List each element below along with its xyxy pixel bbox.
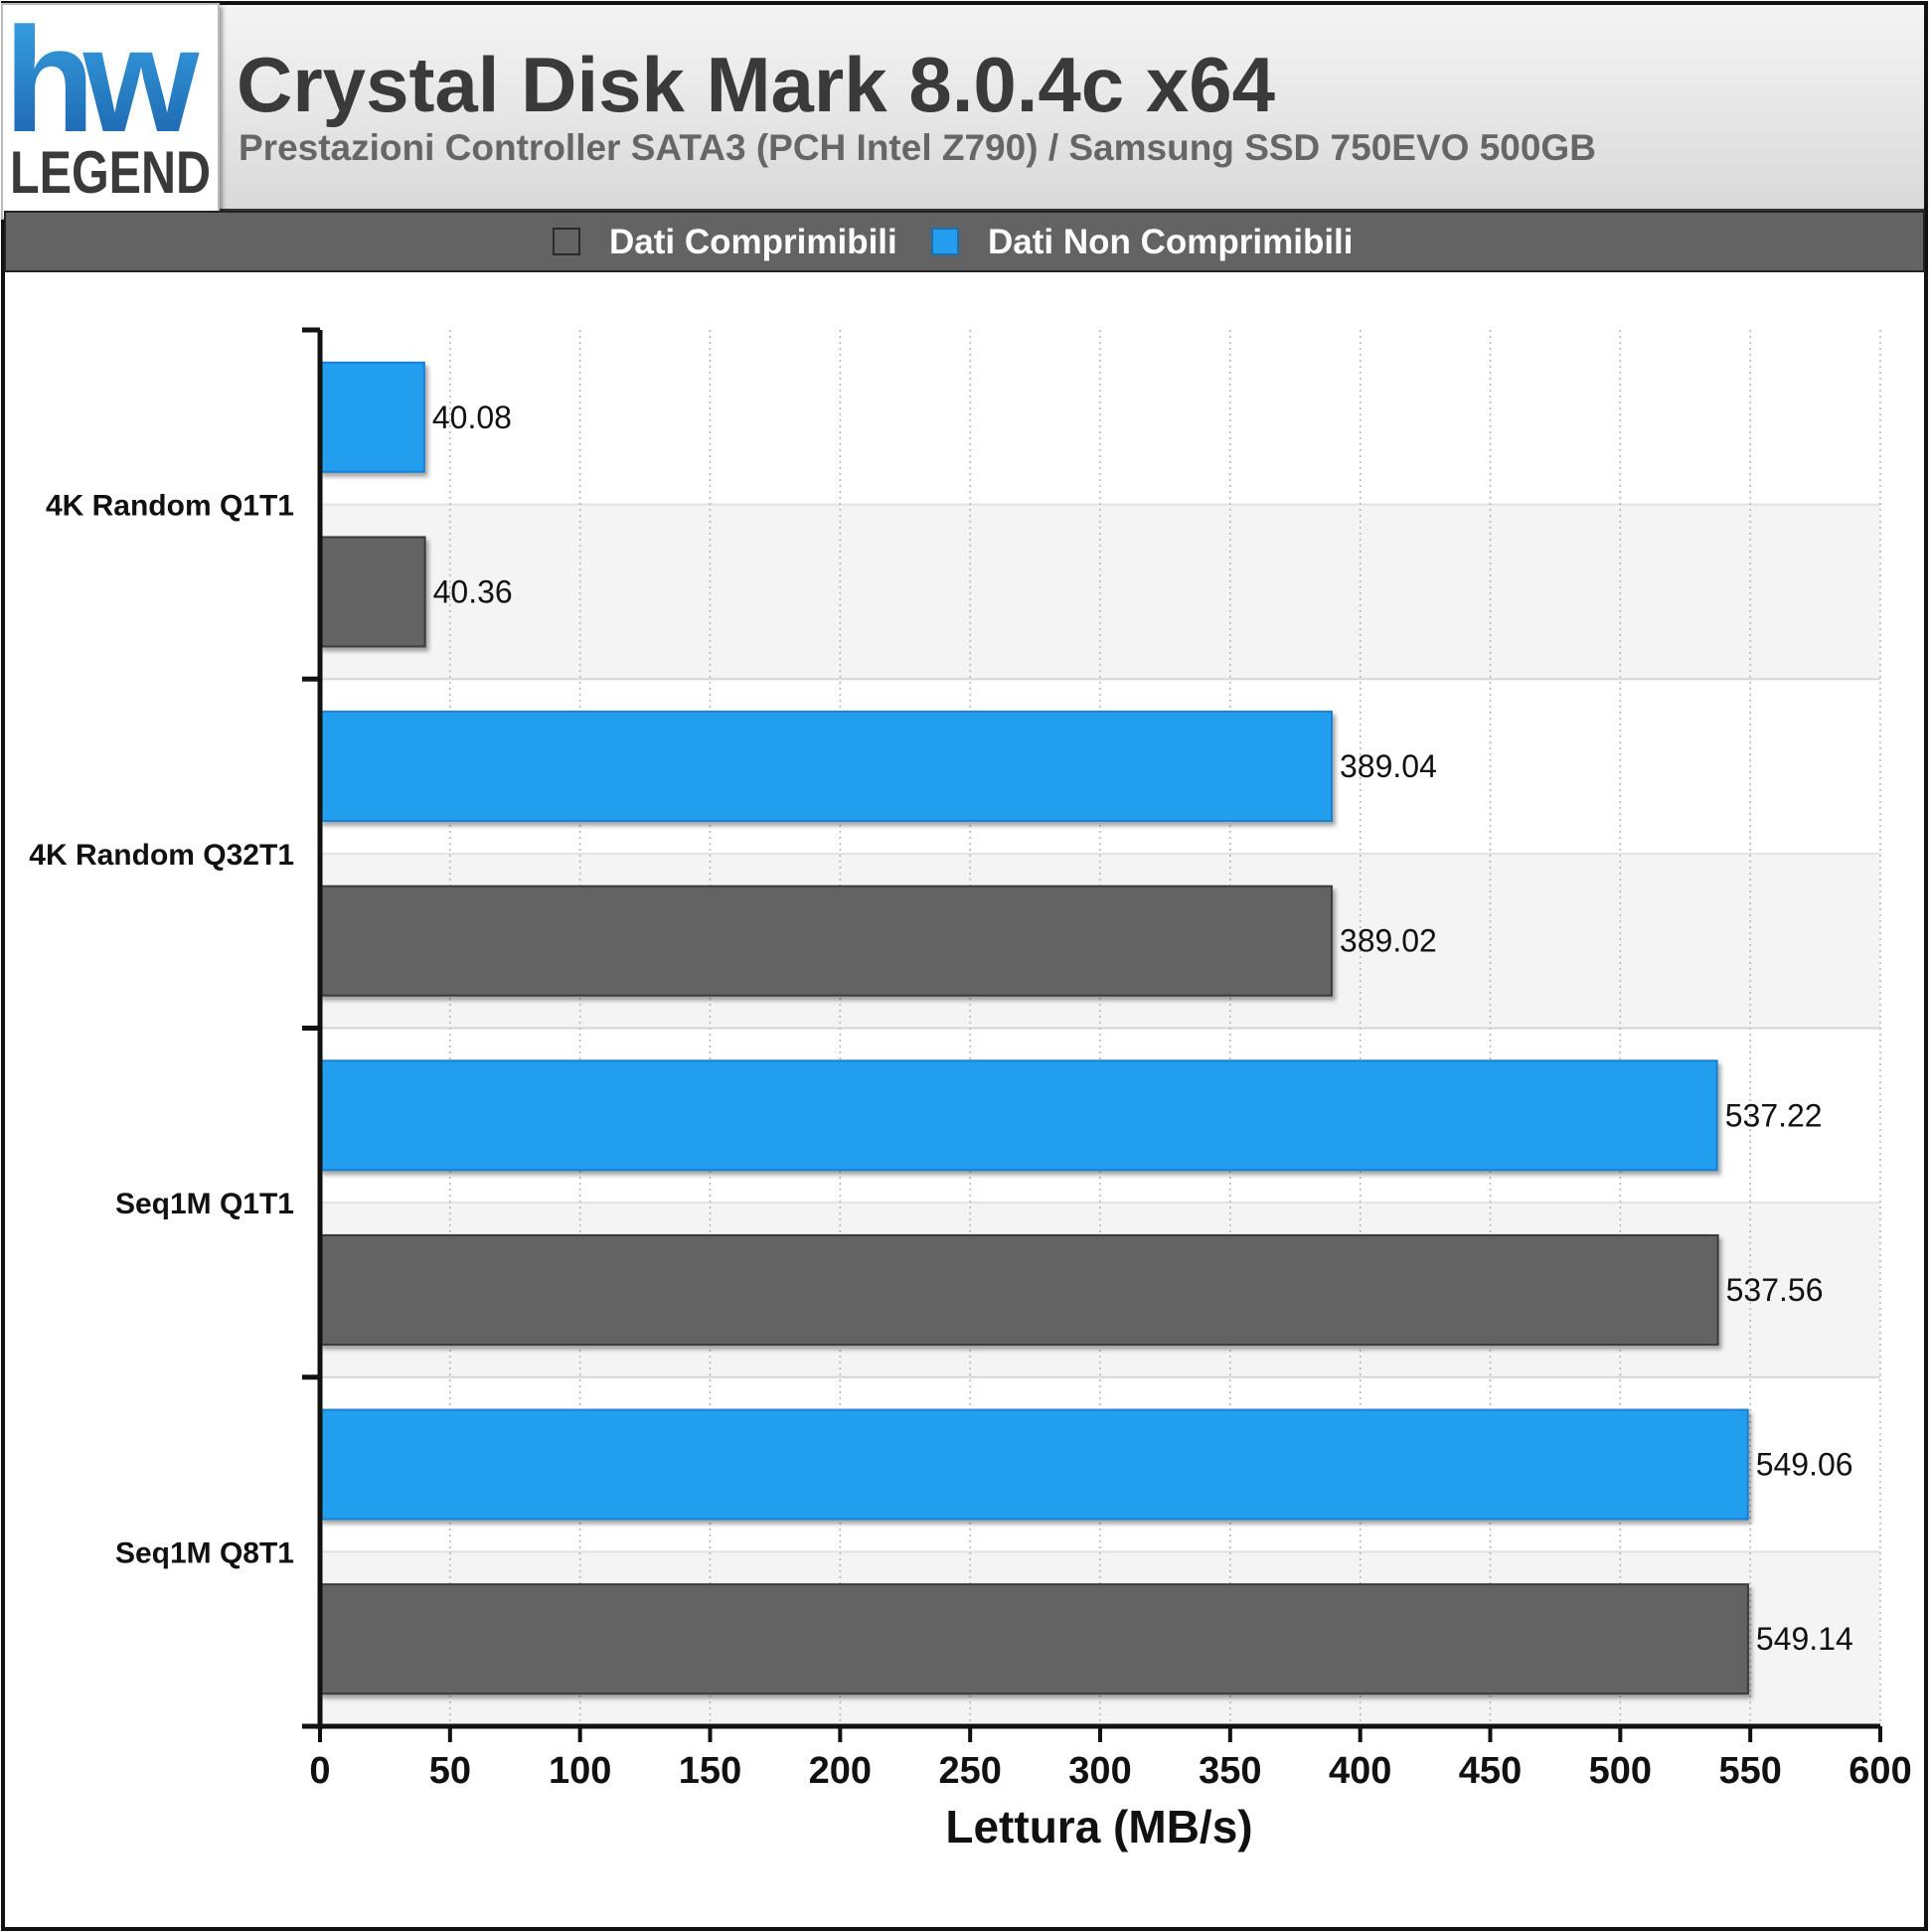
x-tick-label: 600 [1849, 1750, 1911, 1792]
data-label: 40.08 [432, 400, 512, 435]
legend-label-non-compressible: Dati Non Comprimibili [988, 223, 1354, 261]
x-tick-label: 250 [938, 1750, 1001, 1792]
legend-label-compressible: Dati Comprimibili [609, 223, 897, 261]
x-tick-label: 450 [1459, 1750, 1522, 1792]
plot-band [320, 330, 1880, 505]
category-label: Seq1M Q8T1 [115, 1536, 294, 1569]
category-label: Seq1M Q1T1 [115, 1188, 294, 1220]
chart-subtitle: Prestazioni Controller SATA3 (PCH Intel … [239, 127, 1596, 168]
bar [319, 361, 425, 473]
bar [319, 711, 1333, 823]
bar [319, 536, 426, 648]
data-label: 537.22 [1725, 1097, 1823, 1133]
bar [319, 1059, 1718, 1172]
bar [319, 885, 1333, 997]
plot-area: 40.08 40.36 4K Random Q1T1 389.04 389.02 4K R… [29, 327, 1912, 1792]
header: Crystal Disk Mark 8.0.4c x64 Prestazioni… [5, 5, 1924, 211]
x-tick-label: 550 [1718, 1750, 1781, 1792]
bar [319, 1233, 1719, 1346]
data-label: 389.04 [1340, 748, 1437, 784]
category-label: 4K Random Q1T1 [46, 490, 294, 523]
legend: Dati Comprimibili Dati Non Comprimibili [4, 211, 1925, 272]
data-label: 549.06 [1756, 1447, 1853, 1483]
data-label: 537.56 [1726, 1272, 1824, 1308]
x-tick-label: 400 [1329, 1750, 1391, 1792]
legend-swatch-compressible [553, 228, 580, 255]
x-tick-label: 50 [429, 1750, 471, 1792]
x-tick-label: 350 [1199, 1750, 1261, 1792]
category-label: 4K Random Q32T1 [29, 839, 294, 872]
header-background [5, 5, 1924, 211]
x-tick-label: 200 [809, 1750, 872, 1792]
logo-mark: hw [4, 0, 200, 163]
chart-title: Crystal Disk Mark 8.0.4c x64 [237, 41, 1275, 128]
bar [319, 1583, 1749, 1695]
legend-bar [4, 211, 1925, 272]
bar [319, 1408, 1749, 1521]
data-label: 549.14 [1756, 1621, 1853, 1657]
logo-wordmark: LEGEND [10, 139, 211, 206]
site-logo: hw LEGEND [1, 0, 220, 220]
x-tick-label: 150 [679, 1750, 741, 1792]
x-tick-label: 0 [309, 1750, 330, 1792]
data-label: 40.36 [433, 573, 513, 609]
x-axis-title: Lettura (MB/s) [945, 1801, 1252, 1852]
x-tick-label: 300 [1068, 1750, 1131, 1792]
data-label: 389.02 [1340, 923, 1437, 959]
x-tick-label: 100 [549, 1750, 611, 1792]
legend-swatch-non-compressible [931, 228, 959, 255]
x-tick-label: 500 [1589, 1750, 1652, 1792]
